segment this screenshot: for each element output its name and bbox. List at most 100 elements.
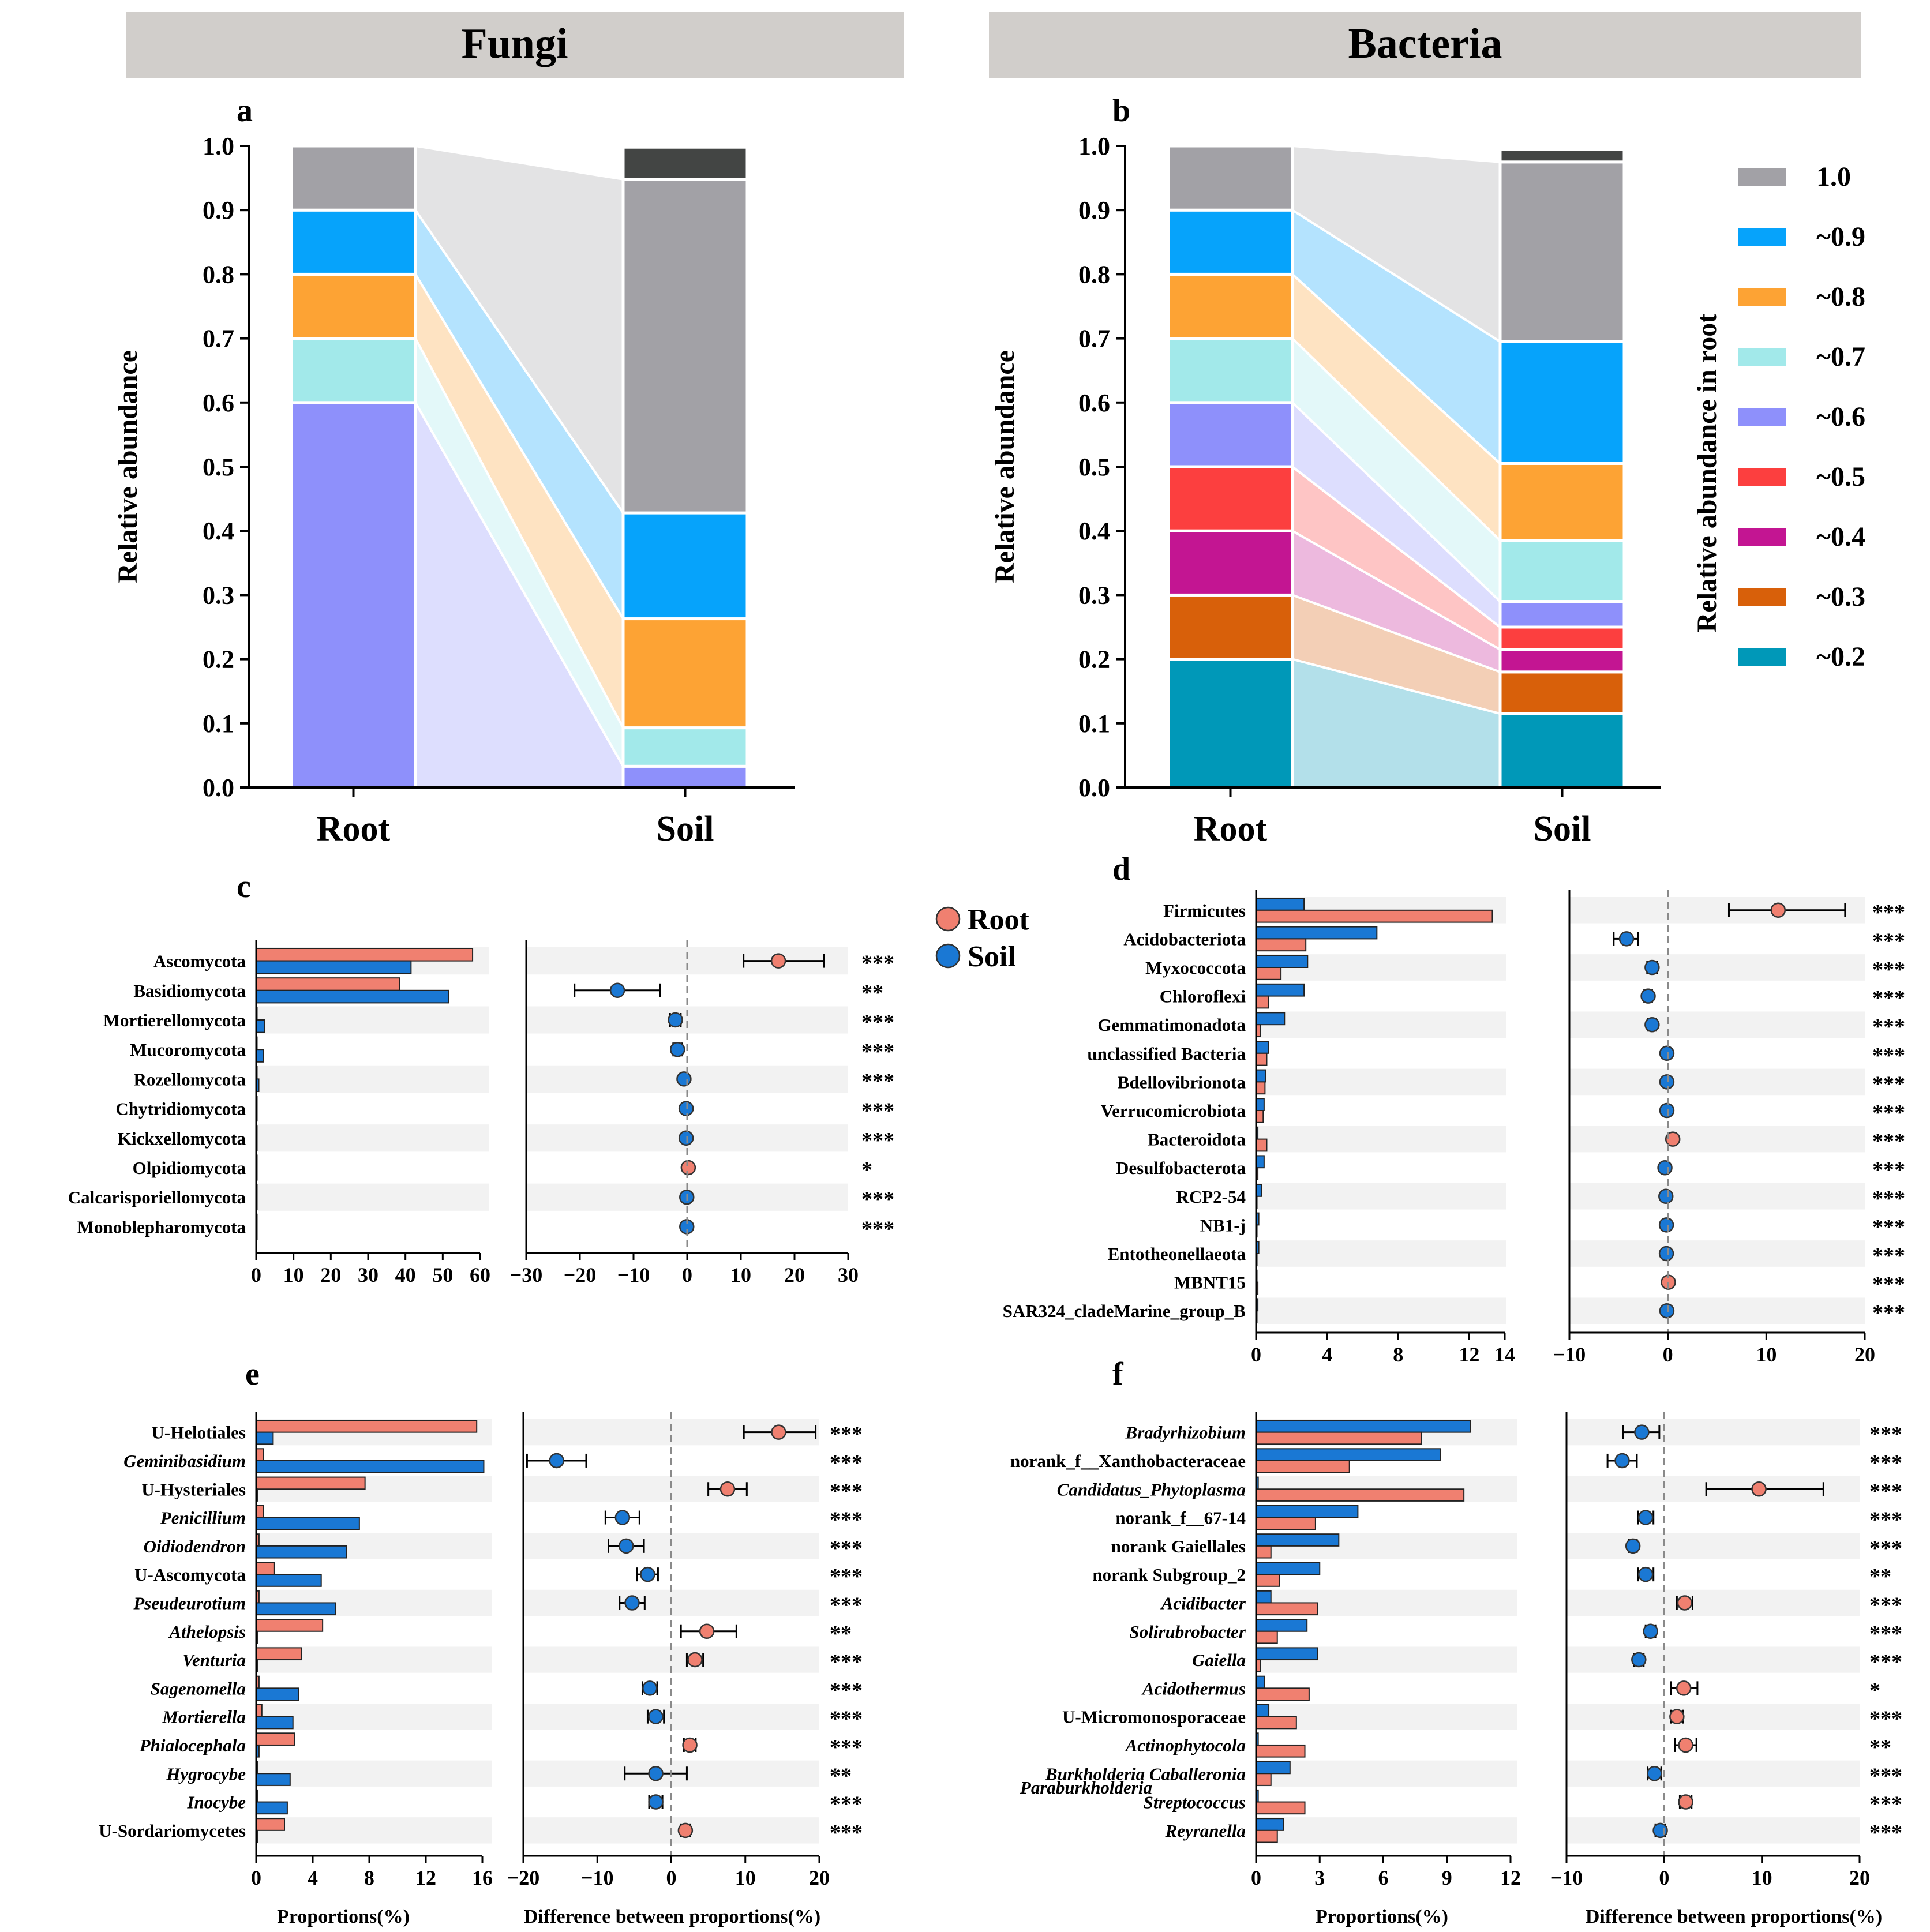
legend-label: ~0.2 [1816, 642, 1865, 672]
significance-label: *** [1869, 1764, 1902, 1788]
taxon-label: Chloroflexi [1160, 986, 1246, 1007]
diff-point [670, 1041, 685, 1057]
legend-swatch-1.0 [1738, 168, 1786, 186]
soil-proportion-bar [256, 1049, 264, 1063]
significance-label: *** [1869, 1821, 1902, 1845]
diff-point [1614, 1453, 1630, 1469]
legend-label: ~0.7 [1816, 342, 1865, 372]
significance-label: *** [1872, 986, 1905, 1011]
root-proportion-bar [1256, 1052, 1268, 1066]
diff-tick-label: 0 [1663, 1343, 1673, 1366]
root-legend-label: Root [968, 903, 1030, 936]
root-proportion-bar [1256, 1829, 1278, 1843]
prop-tick-label: 10 [283, 1263, 304, 1286]
significance-label: *** [1872, 1273, 1905, 1297]
diff-tick-label: −10 [1553, 1343, 1586, 1366]
root-proportion-bar [256, 1732, 295, 1746]
significance-label: *** [1869, 1423, 1902, 1447]
taxon-label: Bacteroidota [1148, 1130, 1246, 1150]
diff-tick-label: 20 [1854, 1343, 1875, 1366]
diff-point [677, 1822, 694, 1839]
prop-tick-label: 60 [470, 1263, 490, 1286]
row-band-diff [1569, 1011, 1865, 1038]
legend-label: ~0.5 [1816, 462, 1865, 492]
taxon-label: Rozellomycota [133, 1069, 246, 1089]
legend-label: ~0.3 [1816, 582, 1865, 612]
y-tick-label: 0.1 [1078, 710, 1110, 738]
soil-proportion-bar [256, 1773, 291, 1786]
root-proportion-bar [256, 1818, 285, 1831]
prop-tick-label: 30 [358, 1263, 378, 1286]
root-proportion-bar [1256, 995, 1269, 1009]
stack-segment-root-~0.7 [290, 337, 417, 404]
prop-tick-label: 3 [1314, 1866, 1325, 1889]
diff-tick-label: 0 [1659, 1866, 1669, 1889]
y-tick-label: 0.6 [203, 389, 234, 417]
taxon-label: Verrucomicrobiota [1101, 1101, 1246, 1121]
diff-point [771, 1424, 786, 1440]
significance-label: *** [1869, 1479, 1902, 1503]
diff-tick-label: 0 [682, 1263, 692, 1286]
legend-label: 1.0 [1816, 162, 1851, 192]
diff-point [1659, 1303, 1675, 1319]
significance-label: *** [861, 1040, 894, 1064]
prop-tick-label: 12 [1500, 1866, 1521, 1889]
y-tick-label: 0.3 [203, 581, 234, 609]
y-axis-label: Relative abundance [113, 350, 143, 583]
root-proportion-bar [1256, 1081, 1266, 1095]
stack-segment-soil-~0.7 [1498, 539, 1626, 603]
significance-label: *** [1869, 1451, 1902, 1475]
root-proportion-bar [256, 1562, 275, 1575]
diff-point [640, 1566, 655, 1582]
legend-swatch-~0.9 [1738, 228, 1786, 246]
prop-tick-label: 16 [472, 1866, 493, 1889]
stack-segment-root-~0.6 [1167, 401, 1294, 468]
diff-point [619, 1538, 634, 1554]
root-proportion-bar [256, 977, 400, 991]
x-category-label: Root [1194, 809, 1268, 849]
row-band-diff [1569, 954, 1865, 981]
diff-point [1640, 988, 1656, 1004]
diff-point [1751, 1481, 1767, 1497]
taxon-label: Sagenomella [151, 1678, 246, 1698]
row-band-diff [1567, 1760, 1860, 1787]
significance-label: *** [1872, 1187, 1905, 1211]
panel-label-c: c [237, 869, 251, 905]
significance-label: *** [1872, 1015, 1905, 1039]
taxon-label: Myxococcota [1145, 958, 1246, 978]
significance-label: *** [830, 1792, 863, 1817]
group-legend: Root Soil [935, 903, 1030, 973]
prop-tick-label: 14 [1494, 1343, 1515, 1366]
soil-proportion-bar [256, 1545, 347, 1559]
diff-point [1677, 1595, 1693, 1611]
soil-proportion-bar [1256, 1704, 1270, 1717]
stack-segment-soil-~0.5 [1498, 625, 1626, 651]
significance-label: *** [830, 1479, 863, 1503]
row-band-prop [1256, 1240, 1506, 1267]
significance-label: *** [1872, 958, 1905, 982]
diff-tick-label: −10 [581, 1866, 614, 1889]
significance-label: *** [830, 1593, 863, 1617]
root-proportion-bar [256, 1505, 264, 1518]
soil-proportion-bar [1256, 1420, 1471, 1433]
legend-label: ~0.4 [1816, 522, 1865, 552]
stack-segment-root-~0.8 [290, 272, 417, 340]
diff-point [1676, 1680, 1692, 1696]
root-proportion-bar [1256, 909, 1493, 923]
prop-tick-label: 12 [1459, 1343, 1479, 1366]
taxon-label: U-Sordariomycetes [99, 1821, 246, 1841]
prop-tick-label: 0 [251, 1866, 261, 1889]
prop-tick-label: 0 [1251, 1343, 1261, 1366]
row-band-prop [256, 1817, 492, 1844]
root-proportion-bar [1256, 1431, 1422, 1445]
diff-point [1652, 1822, 1668, 1839]
taxon-label: unclassified Bacteria [1087, 1044, 1246, 1064]
header-bacteria-box [989, 12, 1861, 78]
significance-label: *** [1872, 929, 1905, 953]
panel-e-xlabel-diff: Difference between proportions(%) [524, 1906, 820, 1927]
taxon-label: Solirubrobacter [1129, 1622, 1246, 1642]
diff-point [770, 953, 786, 969]
prop-tick-label: 50 [432, 1263, 453, 1286]
soil-proportion-bar [1256, 1619, 1308, 1632]
diff-point [678, 1130, 694, 1146]
